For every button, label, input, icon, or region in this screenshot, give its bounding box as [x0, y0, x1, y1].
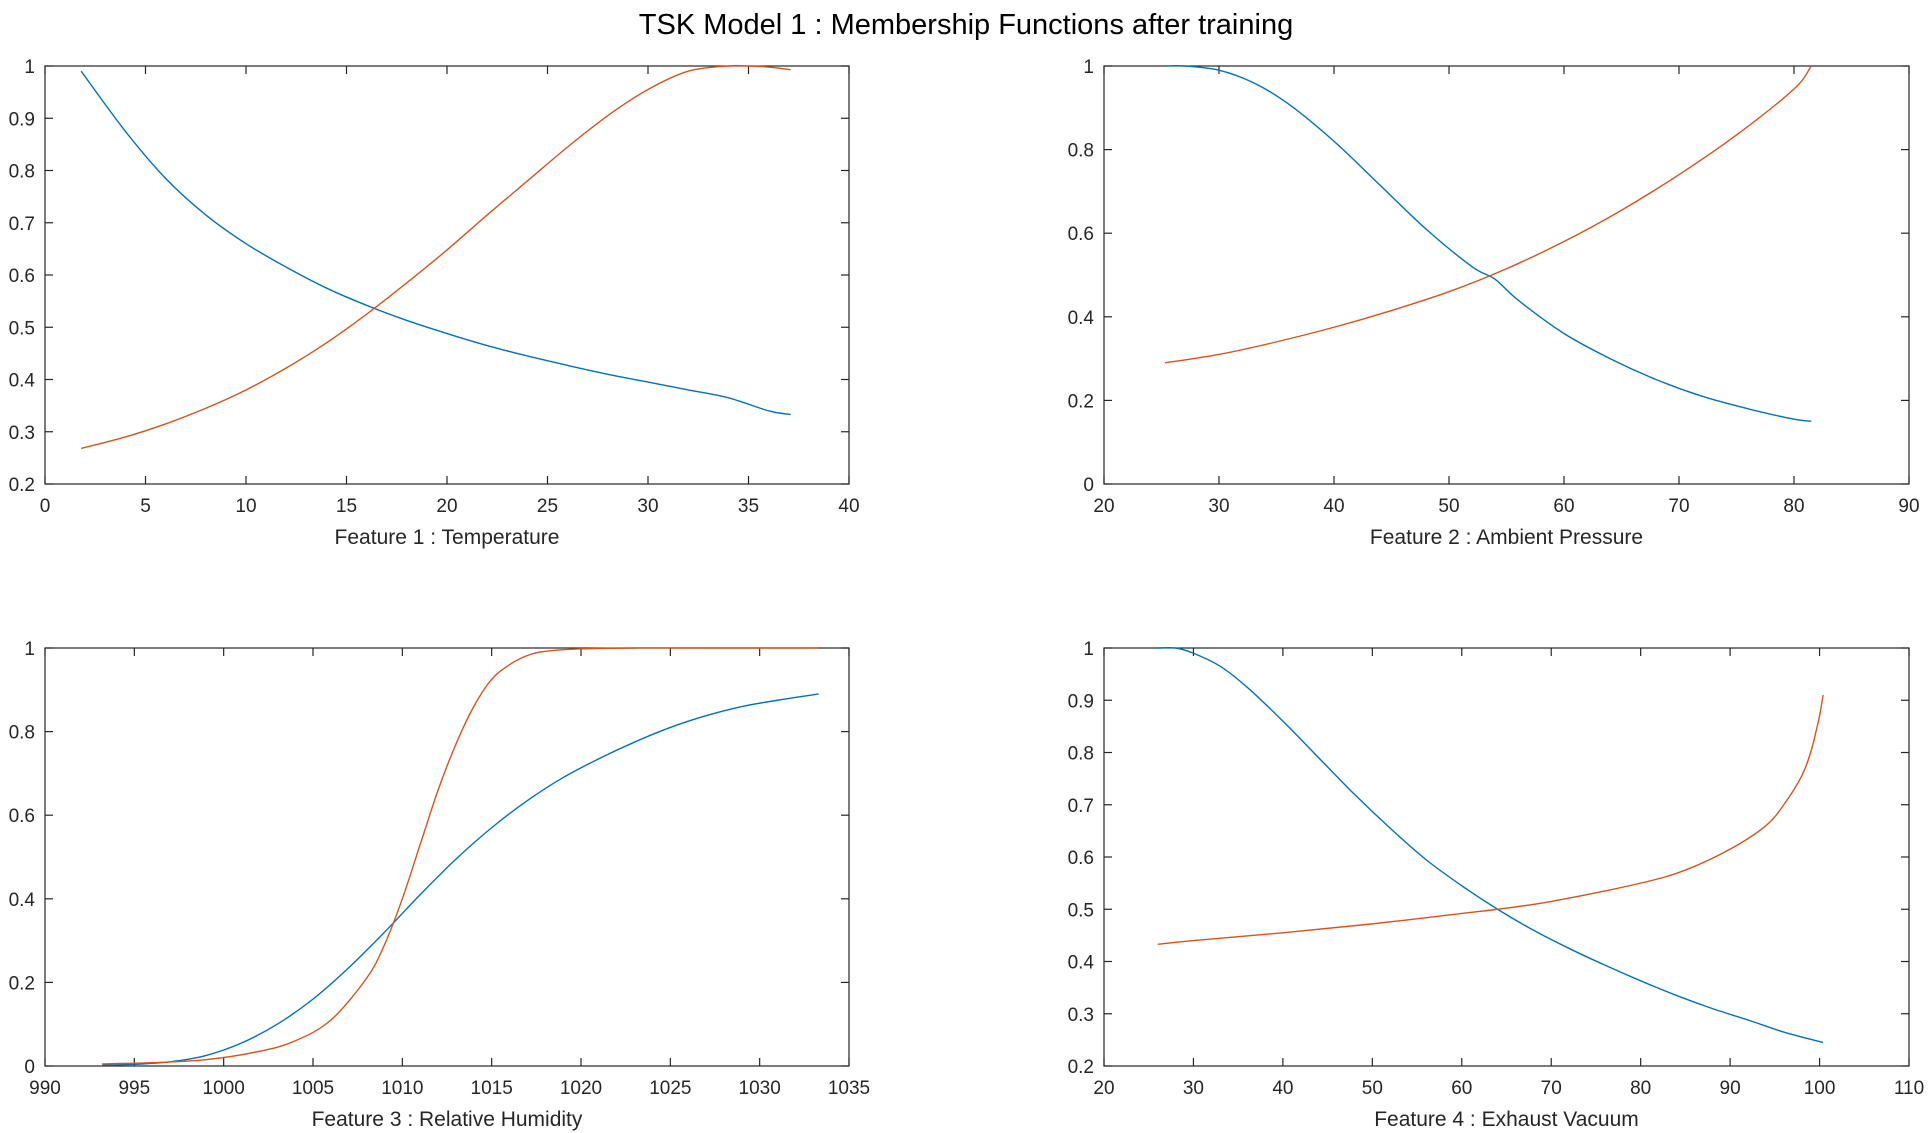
y-tick-label: 0.8	[1068, 141, 1094, 162]
x-tick-label: 35	[738, 496, 759, 517]
series-line-orange	[81, 64, 791, 450]
series-line-orange	[1164, 65, 1812, 364]
x-axis-label: Feature 2 : Ambient Pressure	[1370, 526, 1643, 549]
y-tick-label: 0.4	[9, 890, 36, 911]
x-tick-label: 25	[537, 496, 558, 517]
x-tick-label: 40	[1323, 496, 1344, 517]
x-tick-label: 1010	[381, 1078, 423, 1099]
x-tick-label: 90	[1898, 496, 1919, 517]
x-tick-label: 1020	[560, 1078, 602, 1099]
axes-box	[1103, 65, 1910, 485]
y-tick-label: 0.2	[1068, 391, 1094, 412]
series-line-blue	[1164, 64, 1812, 422]
series-line-orange	[1157, 694, 1824, 945]
x-tick-label: 30	[1183, 1078, 1204, 1099]
subplot-relative-humidity: 990 995 1000 1005 1010 1015 1020 1025 1030 1035 0 0…	[9, 639, 871, 1131]
y-tick-label: 0.6	[9, 806, 35, 827]
subplot-exhaust-vacuum: 20 30 40 50 60 70 80 90 100 110 0.2 0.3 0.4 0.5 0.6 0.7…	[1068, 639, 1925, 1131]
x-tick-label: 110	[1894, 1078, 1924, 1099]
x-axis-label: Feature 1 : Temperature	[335, 526, 560, 549]
y-tick-label: 0.7	[9, 214, 35, 235]
y-tick-label: 1	[1083, 639, 1094, 660]
axes-box	[1103, 647, 1910, 1067]
y-tick-label: 0.2	[9, 973, 35, 994]
x-tick-label: 1025	[649, 1078, 691, 1099]
x-tick-label: 60	[1451, 1078, 1472, 1099]
x-tick-label: 40	[1272, 1078, 1293, 1099]
x-tick-label: 10	[235, 496, 256, 517]
x-tick-label: 1030	[739, 1078, 781, 1099]
y-tick-label: 0.4	[1068, 953, 1095, 974]
y-tick-label: 0.8	[9, 162, 35, 183]
subplot-temperature: 0 5 10 15 20 25 30 35 40 0.2 0.3 0.4 0.5 0.6 0.7 0.8 0.9…	[9, 57, 860, 549]
x-tick-label: 30	[1208, 496, 1229, 517]
y-tick-label: 0.9	[1068, 691, 1094, 712]
y-tick-label: 0.6	[1068, 848, 1094, 869]
y-tick-label: 0.5	[9, 318, 35, 339]
x-tick-label: 70	[1668, 496, 1689, 517]
x-tick-label: 100	[1804, 1078, 1836, 1099]
series-line-orange	[102, 647, 819, 1065]
y-tick-label: 0.3	[9, 423, 35, 444]
x-tick-label: 1005	[292, 1078, 334, 1099]
x-tick-label: 1000	[203, 1078, 245, 1099]
x-tick-label: 40	[838, 496, 859, 517]
y-tick-label: 0.5	[1068, 900, 1094, 921]
axes-box	[44, 65, 850, 485]
x-tick-label: 1015	[471, 1078, 513, 1099]
series-line-blue	[102, 693, 819, 1066]
x-tick-label: 50	[1362, 1078, 1383, 1099]
x-tick-label: 50	[1438, 496, 1459, 517]
figure-title: TSK Model 1 : Membership Functions after…	[639, 9, 1293, 41]
x-tick-label: 30	[637, 496, 658, 517]
y-tick-label: 0.3	[1068, 1005, 1094, 1026]
y-tick-label: 1	[1083, 57, 1094, 78]
x-tick-label: 60	[1553, 496, 1574, 517]
x-axis-label: Feature 3 : Relative Humidity	[312, 1108, 583, 1131]
y-tick-label: 0	[1083, 475, 1094, 496]
subplot-ambient-pressure: 20 30 40 50 60 70 80 90 0 0.2 0.4 0.6 0.8 1 Feature 2 …	[1068, 57, 1920, 549]
y-tick-label: 0.4	[9, 371, 36, 392]
x-tick-label: 20	[1093, 496, 1114, 517]
series-line-blue	[1157, 646, 1824, 1044]
y-tick-label: 0.2	[1068, 1057, 1094, 1078]
x-tick-label: 70	[1541, 1078, 1562, 1099]
y-tick-label: 1	[24, 57, 35, 78]
x-tick-label: 990	[29, 1078, 61, 1099]
y-tick-label: 0.9	[9, 109, 35, 130]
x-tick-label: 80	[1630, 1078, 1651, 1099]
y-tick-label: 0.7	[1068, 796, 1094, 817]
y-tick-label: 0.6	[9, 266, 35, 287]
series-line-blue	[80, 70, 791, 416]
x-tick-label: 0	[40, 496, 51, 517]
x-tick-label: 80	[1783, 496, 1804, 517]
y-tick-label: 0.4	[1068, 308, 1095, 329]
x-tick-label: 995	[118, 1078, 150, 1099]
x-tick-label: 1035	[828, 1078, 870, 1099]
y-tick-label: 0.2	[9, 475, 35, 496]
y-tick-label: 0.8	[9, 723, 35, 744]
x-tick-label: 15	[336, 496, 357, 517]
x-axis-label: Feature 4 : Exhaust Vacuum	[1374, 1108, 1639, 1131]
x-tick-label: 5	[140, 496, 151, 517]
x-tick-label: 90	[1720, 1078, 1741, 1099]
y-tick-label: 0	[24, 1057, 35, 1078]
y-tick-label: 1	[24, 639, 35, 660]
x-tick-label: 20	[1093, 1078, 1114, 1099]
x-tick-label: 20	[436, 496, 457, 517]
axes-box	[44, 647, 850, 1067]
y-tick-label: 0.6	[1068, 224, 1094, 245]
y-tick-label: 0.8	[1068, 744, 1094, 765]
